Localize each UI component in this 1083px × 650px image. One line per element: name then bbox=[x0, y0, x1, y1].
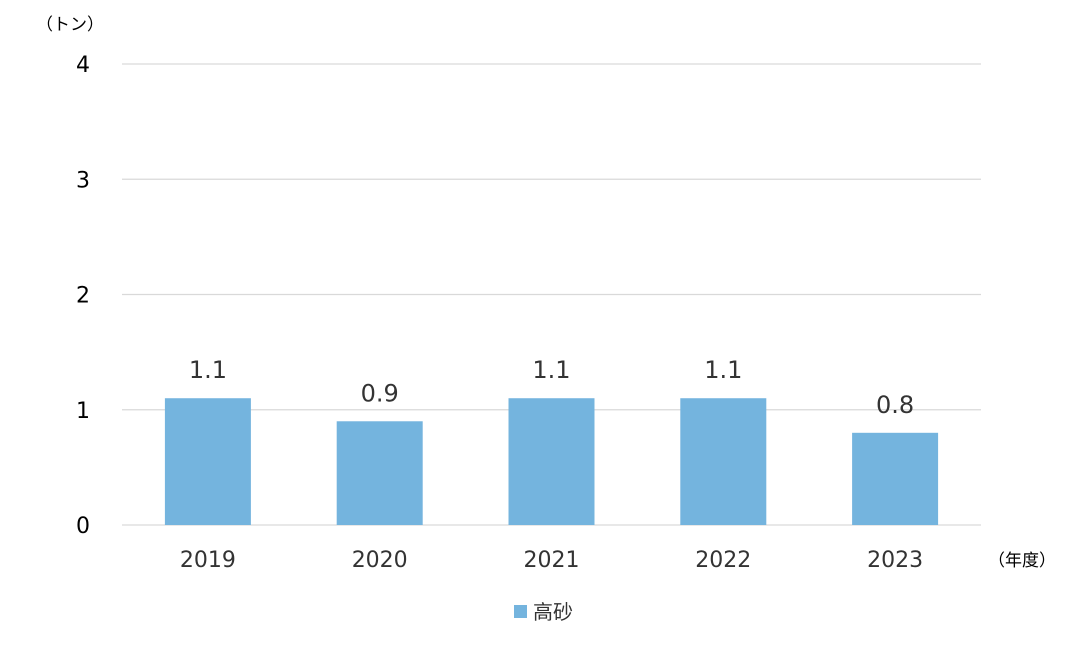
x-tick-label: 2020 bbox=[352, 548, 408, 573]
x-tick-label: 2023 bbox=[867, 548, 923, 573]
bars bbox=[164, 398, 939, 525]
bar bbox=[852, 432, 939, 525]
y-tick-labels: 0 1 2 3 4 bbox=[76, 53, 90, 539]
data-label: 0.9 bbox=[361, 379, 399, 407]
bar bbox=[680, 398, 767, 525]
bar bbox=[336, 421, 423, 525]
data-label: 0.8 bbox=[876, 391, 914, 419]
data-labels: 1.1 0.9 1.1 1.1 0.8 bbox=[189, 356, 914, 419]
x-tick-label: 2021 bbox=[524, 548, 580, 573]
y-tick-label: 3 bbox=[76, 168, 90, 193]
y-tick-label: 0 bbox=[76, 514, 90, 539]
x-axis-unit-label: （年度） bbox=[988, 551, 1056, 571]
bar bbox=[508, 398, 595, 525]
data-label: 1.1 bbox=[532, 356, 570, 384]
legend: 高砂 bbox=[514, 600, 573, 624]
x-tick-label: 2022 bbox=[695, 548, 751, 573]
data-label: 1.1 bbox=[189, 356, 227, 384]
y-tick-label: 1 bbox=[76, 399, 90, 424]
y-tick-label: 2 bbox=[76, 284, 90, 309]
legend-swatch bbox=[514, 605, 527, 618]
y-axis-unit-label: （トン） bbox=[36, 15, 104, 35]
gridlines bbox=[122, 63, 981, 526]
x-tick-label: 2019 bbox=[180, 548, 236, 573]
bar bbox=[164, 398, 251, 525]
legend-label: 高砂 bbox=[533, 600, 573, 624]
data-label: 1.1 bbox=[704, 356, 742, 384]
y-tick-label: 4 bbox=[76, 53, 90, 78]
x-tick-labels: 2019 2020 2021 2022 2023 bbox=[180, 548, 923, 573]
